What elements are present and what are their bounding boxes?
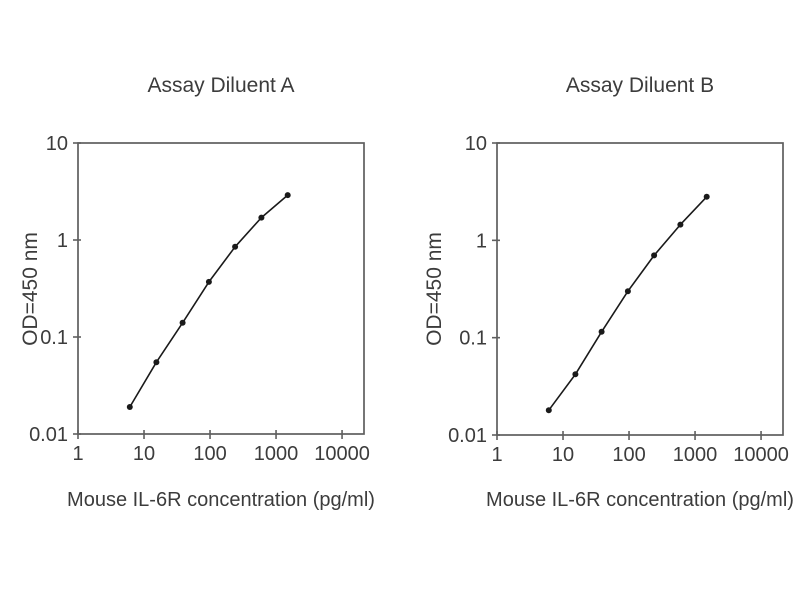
standard-curve-line [548, 196, 708, 411]
data-point-marker [126, 404, 133, 410]
data-point-marker [284, 192, 291, 199]
y-tick-label: 10 [46, 133, 68, 155]
x-axis-ticks: 1 10 100 1000 10000 [72, 430, 370, 465]
x-axis-label: Mouse IL-6R concentration (pg/ml) [486, 489, 794, 511]
y-tick-label: 0.1 [459, 328, 487, 350]
x-tick-label: 1 [491, 444, 502, 466]
chart-title: Assay Diluent A [147, 74, 295, 97]
chart-title: Assay Diluent B [565, 74, 715, 97]
data-point-markers [545, 193, 710, 414]
chart-assay-diluent-a: Assay Diluent A OD=450 nm 1 10 100 1000 1000… [19, 74, 375, 511]
y-tick-label: 1 [476, 230, 487, 252]
y-tick-label: 1 [57, 230, 68, 252]
data-point-marker [677, 221, 684, 228]
y-axis-ticks: 10 1 0.1 0.01 [29, 133, 81, 446]
x-tick-label: 100 [193, 443, 226, 465]
data-point-markers [126, 192, 291, 410]
x-tick-label: 10 [552, 444, 574, 466]
chart-assay-diluent-b: Assay Diluent B OD=450 nm 1 10 100 1000 1000… [400, 0, 800, 600]
plot-border [496, 142, 784, 436]
data-point-marker [572, 371, 579, 378]
plot-border [77, 142, 365, 435]
plot-area: 1 10 100 1000 10000 10 1 0.1 0.01 [448, 133, 789, 466]
data-point-marker [651, 252, 658, 259]
y-tick-label: 0.1 [40, 327, 68, 349]
x-tick-label: 1000 [254, 443, 299, 465]
x-tick-label: 100 [612, 444, 645, 466]
y-tick-label: 0.01 [29, 424, 68, 446]
x-tick-label: 1000 [673, 444, 718, 466]
data-point-marker [205, 278, 212, 285]
x-tick-label: 10000 [733, 444, 789, 466]
data-point-marker [258, 214, 265, 221]
standard-curve-line [129, 194, 289, 408]
x-axis-label: Mouse IL-6R concentration (pg/ml) [67, 489, 375, 511]
x-tick-label: 10 [133, 443, 155, 465]
y-tick-label: 0.01 [448, 425, 487, 447]
data-point-marker [598, 328, 605, 335]
y-tick-label: 10 [465, 133, 487, 155]
x-tick-label: 10000 [314, 443, 370, 465]
x-axis-ticks: 1 10 100 1000 10000 [491, 431, 789, 466]
data-point-marker [179, 319, 186, 326]
data-point-marker [153, 359, 160, 366]
data-point-marker [545, 407, 552, 414]
plot-area: 1 10 100 1000 10000 10 1 0.1 0.01 [29, 133, 370, 465]
data-point-marker [703, 193, 710, 200]
data-point-marker [624, 288, 631, 295]
x-tick-label: 1 [72, 443, 83, 465]
y-axis-ticks: 10 1 0.1 0.01 [448, 133, 500, 447]
data-point-marker [232, 243, 239, 250]
